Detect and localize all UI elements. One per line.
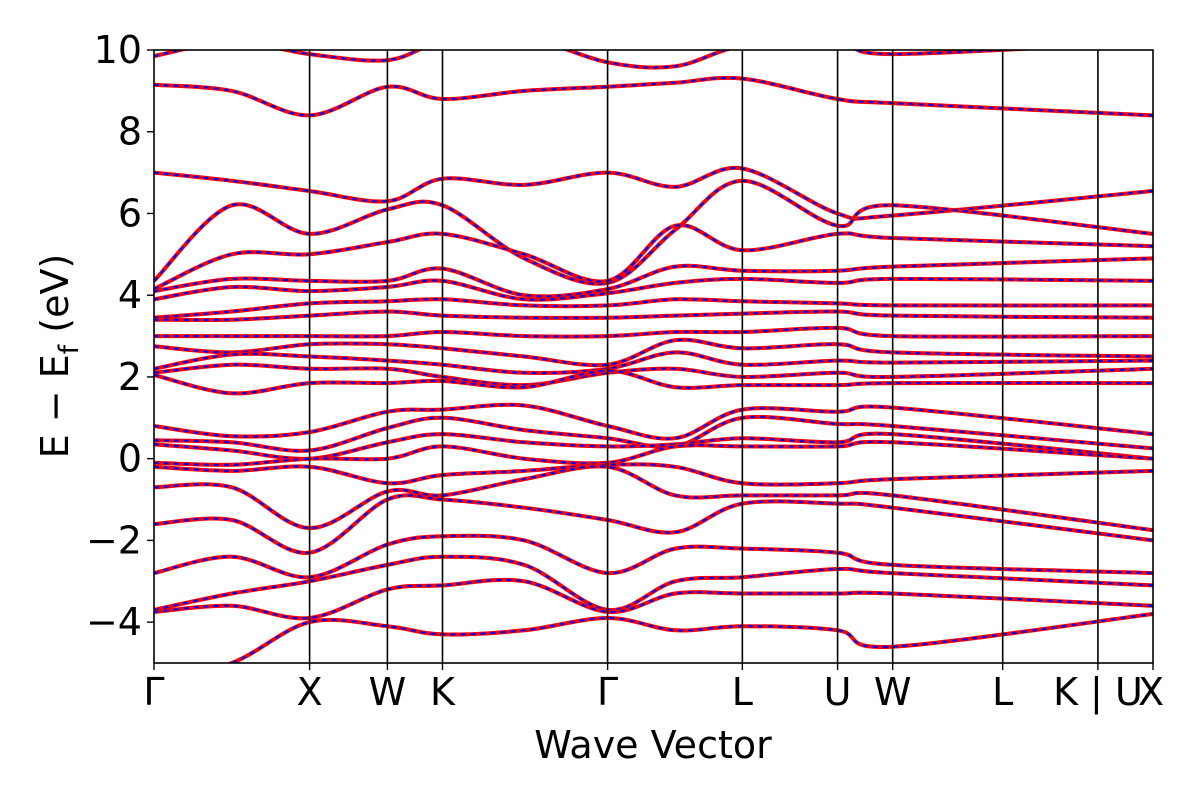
band-line-dashed [154, 351, 1153, 375]
band-line-dashed [154, 369, 1153, 395]
band-line-dashed [154, 338, 1153, 367]
y-axis-title-subscript: f [54, 343, 85, 354]
y-tick-label: 0 [118, 437, 142, 481]
x-tick-label: Γ [143, 670, 164, 714]
band-line-dashed [154, 432, 1153, 460]
band-line-dashed [154, 465, 1153, 532]
y-axis-title-unit-text: (eV) [33, 254, 77, 333]
band-line-dashed [154, 277, 1153, 301]
x-tick-label: L [732, 670, 753, 714]
y-axis-title-main: E − E [33, 354, 77, 458]
y-tick-label: 10 [94, 28, 142, 72]
x-axis-title: Wave Vector [534, 723, 772, 767]
x-tick-label: W [874, 670, 912, 714]
y-tick-label: −4 [86, 600, 142, 644]
x-tick-label: K [430, 670, 456, 714]
x-tick-label: K | U [1053, 670, 1143, 715]
x-tick-label: Γ [597, 670, 618, 714]
y-axis-title-unit [33, 333, 77, 345]
x-tick-label: X [297, 670, 323, 714]
band-line-dashed [154, 463, 1153, 486]
high-symmetry-lines [308, 50, 1099, 663]
plot-frame [153, 49, 1154, 664]
y-tick-label: 6 [118, 191, 142, 235]
y-axis-title: E − Ef (eV) [33, 254, 85, 459]
band-line-dashed [154, 440, 1153, 467]
x-tick-label: W [369, 670, 407, 714]
svg-text:E − Ef (eV): E − Ef (eV) [33, 254, 85, 459]
y-tick-label: 2 [118, 355, 142, 399]
x-tick-label: X [1138, 670, 1164, 714]
y-tick-label: 8 [118, 110, 142, 154]
y-axis-ticks: −4 −2 0 2 4 6 8 10 [86, 28, 154, 644]
y-tick-label: −2 [86, 518, 142, 562]
y-tick-label: 4 [118, 273, 142, 317]
x-tick-label: L [992, 670, 1013, 714]
x-tick-label: U [824, 670, 852, 714]
band-line-dashed [154, 578, 1153, 620]
